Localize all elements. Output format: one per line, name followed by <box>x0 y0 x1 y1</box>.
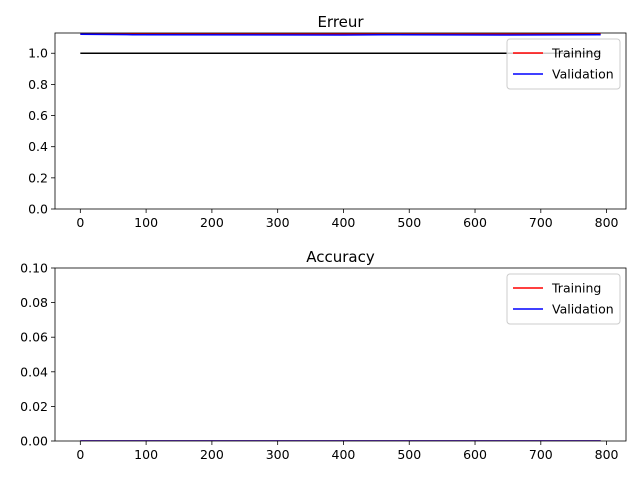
x-tick-label: 200 <box>200 447 224 462</box>
x-tick-label: 0 <box>76 215 84 230</box>
legend-label-validation: Validation <box>552 302 614 317</box>
x-tick-label: 800 <box>595 447 619 462</box>
series-line-validation <box>80 33 601 36</box>
x-tick-label: 300 <box>266 447 290 462</box>
x-tick-label: 500 <box>397 215 421 230</box>
y-tick-label: 0.08 <box>20 295 48 310</box>
legend-label-training: Training <box>551 281 601 296</box>
y-tick-label: 0.00 <box>20 434 48 449</box>
y-tick-label: 0.06 <box>20 330 48 345</box>
legend: Training Validation <box>506 273 621 325</box>
legend-label-training: Training <box>551 46 601 61</box>
x-tick-label: 400 <box>332 447 356 462</box>
axes-frame <box>54 267 627 442</box>
chart-2: Accuracy 0 100 200 300 400 500 600 700 800 0.00 0.0… <box>20 248 627 462</box>
y-tick-label: 0.6 <box>28 108 48 123</box>
chart-1: Erreur 0 100 200 300 400 500 600 700 800 0.0 0.2 0.4… <box>28 13 627 230</box>
x-tick-label: 200 <box>200 215 224 230</box>
chart-title: Accuracy <box>306 248 375 266</box>
y-tick-label: 0.0 <box>28 202 48 217</box>
x-tick-label: 0 <box>76 447 84 462</box>
legend-label-validation: Validation <box>552 67 614 82</box>
x-tick-label: 300 <box>266 215 290 230</box>
x-tick-label: 800 <box>595 215 619 230</box>
x-tick-label: 600 <box>463 447 487 462</box>
x-tick-label: 100 <box>134 447 158 462</box>
y-tick-label: 0.2 <box>28 170 48 185</box>
legend: Training Validation <box>506 38 621 90</box>
y-tick-label: 0.10 <box>20 261 48 276</box>
x-tick-label: 500 <box>397 447 421 462</box>
x-tick-label: 100 <box>134 215 158 230</box>
legend-box <box>506 38 621 90</box>
y-tick-label: 0.4 <box>28 139 48 154</box>
y-tick-label: 0.8 <box>28 77 48 92</box>
legend-box <box>506 273 621 325</box>
x-tick-label: 700 <box>529 447 553 462</box>
axes-frame <box>54 32 627 210</box>
y-tick-label: 0.04 <box>20 364 48 379</box>
x-tick-label: 400 <box>332 215 356 230</box>
y-tick-label: 0.02 <box>20 399 48 414</box>
chart-title: Erreur <box>317 13 364 31</box>
y-tick-label: 1.0 <box>28 46 48 61</box>
x-tick-label: 600 <box>463 215 487 230</box>
x-tick-label: 700 <box>529 215 553 230</box>
